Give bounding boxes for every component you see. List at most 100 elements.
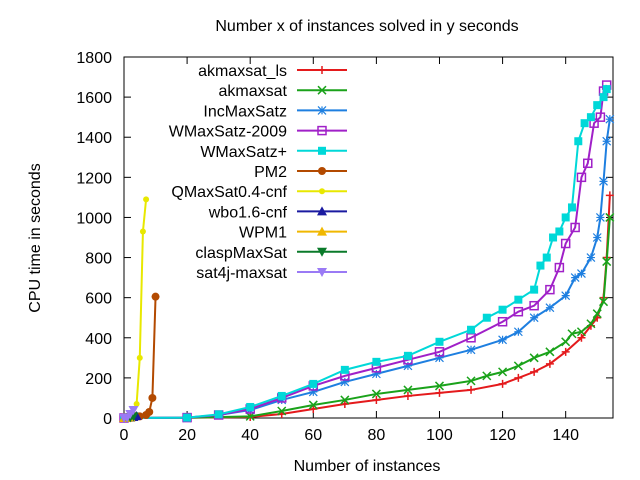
data-point — [371, 389, 381, 399]
legend-item: akmaxsat — [219, 83, 347, 100]
data-point — [595, 213, 605, 222]
data-point — [555, 227, 564, 236]
data-point — [498, 379, 507, 388]
legend-item: wbo1.6-cnf — [208, 204, 347, 221]
data-point — [148, 393, 157, 402]
x-tick-label: 60 — [304, 427, 322, 444]
legend-item: sat4j-maxsat — [196, 265, 347, 282]
data-point — [602, 85, 611, 94]
data-point — [133, 400, 140, 407]
legend-item: WMaxSatz-2009 — [169, 124, 347, 141]
data-point — [545, 303, 555, 313]
legend-label: QMaxSat0.4-cnf — [171, 184, 287, 201]
data-point — [498, 305, 507, 314]
x-tick-label: 20 — [178, 427, 196, 444]
series-WMaxSatz+ — [120, 85, 611, 422]
data-point — [605, 212, 615, 222]
y-tick-label: 0 — [103, 411, 112, 428]
data-point — [514, 295, 523, 304]
data-point — [586, 319, 596, 329]
legend-item: WMaxSatz+ — [200, 144, 347, 161]
data-point — [549, 233, 558, 242]
x-tick-label: 40 — [241, 427, 259, 444]
data-point — [570, 273, 580, 283]
legend-marker — [317, 268, 327, 277]
legend-item: QMaxSat0.4-cnf — [171, 184, 347, 201]
data-point — [139, 228, 146, 235]
data-point — [309, 379, 318, 388]
x-tick-label: 80 — [367, 427, 385, 444]
legend-label: IncMaxSatz — [203, 103, 287, 120]
data-point — [605, 191, 614, 200]
data-point — [599, 297, 609, 307]
data-point — [371, 369, 381, 379]
x-tick-label: 0 — [120, 427, 129, 444]
plot-area — [123, 56, 614, 419]
y-tick-label: 800 — [85, 251, 112, 268]
data-point — [545, 359, 554, 368]
data-point — [530, 285, 539, 294]
data-point — [308, 387, 318, 397]
data-point — [545, 284, 555, 295]
series-QMaxSat0.4-cnf — [124, 196, 150, 421]
data-point — [599, 176, 608, 186]
y-tick-label: 600 — [85, 291, 112, 308]
y-axis-label: CPU time in seconds — [27, 163, 44, 312]
data-point — [577, 269, 586, 279]
data-point — [151, 292, 160, 301]
series-sat4j-maxsat — [119, 405, 139, 423]
y-tick-label: 1600 — [76, 90, 112, 107]
data-point — [403, 351, 412, 360]
data-point — [435, 353, 444, 363]
data-point — [513, 361, 523, 371]
legend-label: sat4j-maxsat — [196, 265, 287, 282]
data-point — [592, 233, 602, 242]
data-point — [143, 196, 150, 203]
data-point — [466, 345, 476, 355]
x-axis-label: Number of instances — [294, 458, 441, 475]
data-point — [340, 377, 350, 387]
data-point — [577, 333, 586, 342]
data-point — [561, 291, 571, 301]
chart-title: Number x of instances solved in y second… — [215, 18, 518, 35]
x-tick-label: 100 — [426, 427, 453, 444]
legend-marker — [318, 167, 326, 175]
data-point — [466, 376, 476, 386]
legend-marker — [317, 125, 327, 136]
data-point — [567, 203, 576, 212]
legend-marker — [318, 146, 326, 155]
series-line — [123, 84, 608, 419]
legend-marker — [319, 188, 325, 195]
x-tick-label: 140 — [552, 427, 579, 444]
y-tick-label: 1800 — [76, 50, 112, 67]
data-point — [536, 261, 545, 270]
data-point — [599, 93, 608, 102]
legend-label: akmaxsat_ls — [198, 63, 287, 80]
data-point — [570, 222, 580, 233]
legend-item: akmaxsat_ls — [198, 63, 347, 80]
legend-label: WMaxSatz+ — [200, 144, 287, 161]
legend-item: IncMaxSatz — [203, 103, 347, 120]
legend-label: akmaxsat — [219, 83, 288, 100]
data-point — [530, 367, 539, 376]
data-point — [560, 238, 571, 249]
data-point — [514, 373, 523, 382]
data-point — [561, 213, 570, 222]
legend-label: WPM1 — [239, 225, 287, 242]
legend-item: claspMaxSat — [195, 245, 347, 262]
data-point — [561, 337, 571, 347]
data-point — [602, 257, 612, 267]
data-point — [434, 381, 445, 391]
data-point — [372, 395, 381, 404]
data-point — [513, 306, 524, 317]
data-point — [183, 413, 192, 422]
y-tick-label: 200 — [85, 371, 112, 388]
data-point — [529, 353, 539, 363]
axis-ticks: 0 20 40 60 80 100 120 1400200400600800100012001… — [76, 50, 613, 444]
series-akmaxsat_ls — [120, 191, 614, 422]
legend-label: PM2 — [254, 164, 287, 181]
data-point — [340, 399, 349, 408]
data-point — [554, 262, 565, 273]
data-point — [574, 137, 583, 146]
